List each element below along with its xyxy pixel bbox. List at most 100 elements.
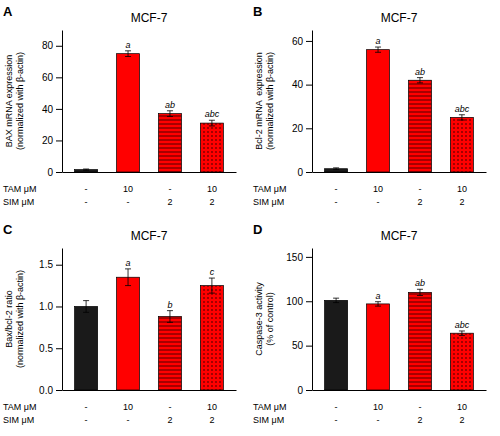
- error-bar-stem: [419, 289, 420, 295]
- error-bar: [125, 51, 131, 57]
- tick: 40: [42, 104, 62, 115]
- error-bar-cap: [417, 82, 423, 83]
- tick-mark: [306, 257, 312, 258]
- error-bar: [333, 168, 339, 170]
- error-bar-cap: [459, 120, 465, 121]
- tick-label: 60: [292, 36, 304, 47]
- tick-mark: [56, 348, 62, 349]
- bar: [117, 277, 140, 390]
- row-value: 2: [209, 415, 214, 425]
- error-bar-cap: [209, 293, 215, 294]
- bar: [158, 114, 181, 172]
- error-bar-stem: [169, 111, 170, 117]
- error-bar-cap: [167, 310, 173, 311]
- tick: 0.0: [39, 385, 62, 396]
- error-bar-stem: [211, 120, 212, 126]
- tick-label: 50: [292, 340, 304, 351]
- x-axis: [313, 390, 487, 392]
- row-value: 10: [207, 184, 217, 194]
- error-bar: [459, 115, 465, 120]
- annotation: a: [376, 36, 381, 46]
- title: MCF-7: [131, 11, 168, 25]
- annotation: abc: [205, 109, 220, 119]
- row-value: -: [377, 415, 380, 425]
- tick: 1.0: [39, 301, 62, 312]
- row-value: -: [168, 184, 171, 194]
- error-bar-cap: [459, 335, 465, 336]
- bar: [408, 80, 431, 172]
- error-bar: [83, 169, 89, 170]
- tick-mark: [56, 390, 62, 391]
- error-bar-cap: [125, 56, 131, 57]
- row-label: TAM μM: [3, 402, 37, 412]
- axis-line: [312, 249, 313, 391]
- row-label: SIM μM: [253, 197, 284, 207]
- error-bar: [375, 47, 381, 52]
- plot-area: [75, 51, 224, 172]
- tick-mark: [56, 77, 62, 78]
- panel: aababc0204060Bcl-2 mRNA expression(norma…: [253, 4, 487, 207]
- row-value: -: [377, 197, 380, 207]
- tick-label: 1.5: [39, 259, 53, 270]
- title: MCF-7: [381, 11, 418, 25]
- error-bar-cap: [125, 285, 131, 286]
- tick-mark: [56, 306, 62, 307]
- row-value: 10: [457, 402, 467, 412]
- annotation: a: [376, 291, 381, 301]
- error-bar: [417, 78, 423, 83]
- axis-line: [63, 390, 237, 391]
- row-value: -: [335, 197, 338, 207]
- error-bar-cap: [125, 268, 131, 269]
- bar: [158, 316, 181, 390]
- error-bar-cap: [83, 169, 89, 170]
- error-bar-cap: [167, 110, 173, 111]
- bar: [325, 300, 348, 390]
- y-axis-title: BAX mRNA expression(normalized with β-ac…: [4, 52, 25, 150]
- row-value: 2: [417, 197, 422, 207]
- error-bar-cap: [167, 116, 173, 117]
- annotation: b: [167, 300, 172, 310]
- y-axis: 050100150: [286, 249, 312, 396]
- tick-label: 20: [292, 123, 304, 134]
- tick: 0: [297, 385, 312, 396]
- error-bar-cap: [167, 322, 173, 323]
- row-value: -: [127, 197, 130, 207]
- tick: 20: [42, 135, 62, 146]
- panel: aababc050100150Caspase-3 activity(% of c…: [253, 222, 487, 425]
- tick: 1.5: [39, 259, 62, 270]
- tick-label: 40: [292, 79, 304, 90]
- y-axis: 020406080: [42, 31, 63, 178]
- y-axis-title: Bax/bcl-2 ratio(normalized with β-actin): [4, 270, 25, 368]
- x-axis: [63, 172, 237, 174]
- title: MCF-7: [131, 229, 168, 243]
- error-bar-cap: [375, 301, 381, 302]
- tick: 0.5: [39, 343, 62, 354]
- row-value: 10: [123, 184, 133, 194]
- figure: aababc020406080BAX mRNA expression(norma…: [0, 0, 500, 436]
- row-value: -: [335, 402, 338, 412]
- error-bar-stem: [419, 78, 420, 83]
- tick-label: 0: [47, 167, 53, 178]
- error-bar-cap: [209, 120, 215, 121]
- annotations: aababc: [126, 40, 220, 119]
- error-bar-cap: [333, 167, 339, 168]
- plot-area: [325, 289, 474, 390]
- error-bar-cap: [375, 52, 381, 53]
- panel-label: C: [3, 222, 13, 237]
- row-value: 10: [457, 184, 467, 194]
- row-value: -: [85, 197, 88, 207]
- axis-line: [313, 172, 487, 173]
- bar: [325, 169, 348, 172]
- panel: aababc020406080BAX mRNA expression(norma…: [3, 4, 237, 207]
- tick-label: 100: [286, 296, 303, 307]
- error-bar: [333, 298, 339, 302]
- plot-area: [75, 269, 224, 390]
- error-bar-cap: [417, 295, 423, 296]
- row-value: 2: [167, 197, 172, 207]
- error-bar: [417, 289, 423, 295]
- tick-mark: [306, 346, 312, 347]
- x-axis: [313, 172, 487, 174]
- bar: [450, 117, 473, 172]
- error-bar-stem: [211, 278, 212, 293]
- error-bar: [209, 120, 215, 126]
